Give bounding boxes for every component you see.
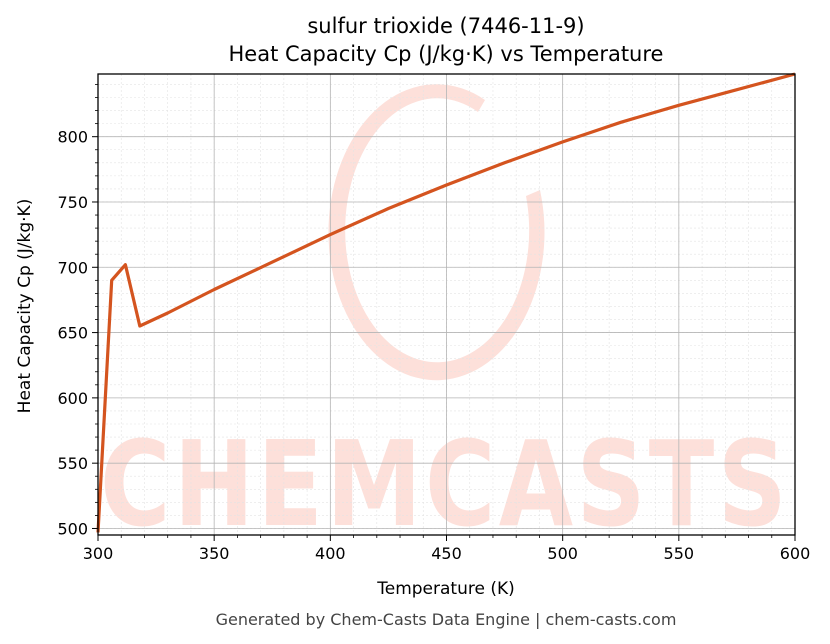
x-tick-label: 450 xyxy=(431,544,462,563)
footer-text: Generated by Chem-Casts Data Engine | ch… xyxy=(216,610,677,629)
chart-title: sulfur trioxide (7446-11-9) xyxy=(307,14,584,38)
x-tick-label: 500 xyxy=(547,544,578,563)
y-axis-label: Heat Capacity Cp (J/kg·K) xyxy=(15,199,35,414)
series-line xyxy=(96,72,796,533)
watermark-text: CHEMCASTS xyxy=(100,415,790,553)
watermark-swirl xyxy=(328,84,545,381)
x-tick-label: 350 xyxy=(199,544,230,563)
y-tick-label: 700 xyxy=(57,258,88,277)
x-axis: 300 350 400 450 500 550 600 xyxy=(83,535,811,563)
y-tick-label: 550 xyxy=(57,454,88,473)
y-tick-label: 800 xyxy=(57,128,88,147)
y-tick-label: 750 xyxy=(57,193,88,212)
x-tick-label: 600 xyxy=(780,544,811,563)
y-axis: 500 550 600 650 700 750 800 xyxy=(57,84,98,538)
watermark: CHEMCASTS xyxy=(100,84,790,553)
chart-subtitle: Heat Capacity Cp (J/kg·K) vs Temperature xyxy=(229,42,664,66)
y-tick-label: 650 xyxy=(57,324,88,343)
x-tick-label: 300 xyxy=(83,544,114,563)
x-axis-label: Temperature (K) xyxy=(376,579,515,599)
y-tick-label: 600 xyxy=(57,389,88,408)
x-tick-label: 400 xyxy=(315,544,346,563)
x-tick-label: 550 xyxy=(664,544,695,563)
y-tick-label: 500 xyxy=(57,519,88,538)
